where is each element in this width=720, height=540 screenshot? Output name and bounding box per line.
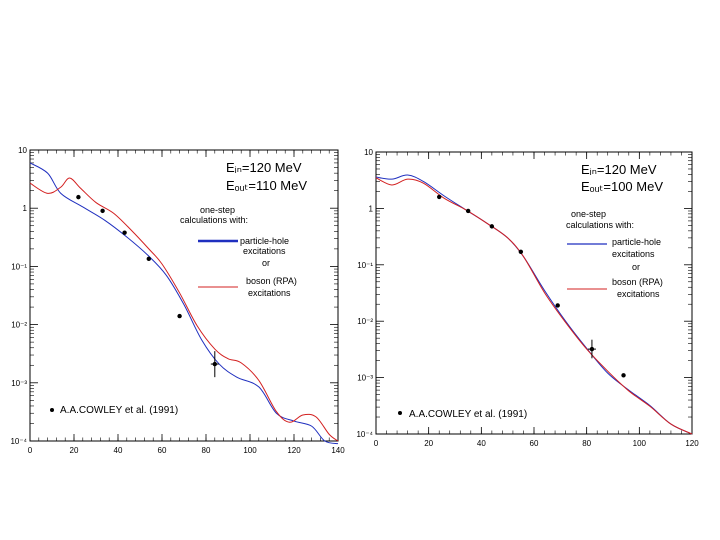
left-plot-frame	[29, 149, 339, 442]
right-legend-or: or	[632, 262, 640, 272]
left-data-label: A.A.COWLEY et al. (1991)	[60, 405, 178, 416]
left-legend-blue-line1: particle-hole	[240, 236, 289, 246]
left-x-tick-label: 0	[28, 446, 33, 455]
left-x-tick-label: 100	[243, 446, 257, 455]
left-points	[76, 194, 219, 378]
right-legend: one-step calculations with: particle-hol…	[566, 209, 663, 299]
left-legend-red-line1: boson (RPA)	[246, 276, 297, 286]
right-chart: 0 20 40 60 80 100 120 10 1 10⁻¹ 10⁻² 10⁻³ 10⁻⁴ Eᵢₙ=1…	[356, 148, 699, 448]
left-y-tick-label: 10⁻³	[11, 379, 27, 388]
left-x-tick-label: 40	[114, 446, 123, 455]
right-legend-heading2: calculations with:	[566, 220, 634, 230]
left-legend-heading2: calculations with:	[180, 215, 248, 225]
left-data-point	[177, 313, 182, 319]
right-legend-red-line1: boson (RPA)	[612, 277, 663, 287]
right-data-point	[518, 249, 524, 255]
right-ticks: 0 20 40 60 80 100 120 10 1 10⁻¹ 10⁻² 10⁻³ 10⁻⁴	[356, 148, 699, 448]
left-y-tick-label: 10⁻¹	[11, 262, 27, 271]
right-x-tick-label: 40	[477, 439, 486, 448]
right-legend-heading1: one-step	[571, 209, 606, 219]
left-legend-heading1: one-step	[200, 205, 235, 215]
right-data-point	[589, 346, 595, 352]
right-x-tick-label: 60	[530, 439, 539, 448]
right-data-label: A.A.COWLEY et al. (1991)	[409, 409, 527, 420]
left-data-point	[100, 208, 105, 214]
right-data-point	[555, 303, 560, 308]
right-energy-in: Eᵢₙ=120 MeV	[581, 162, 657, 177]
right-y-tick-label: 10⁻¹	[357, 261, 373, 270]
right-x-tick-label: 120	[685, 439, 699, 448]
left-legend-blue-line2: excitations	[243, 246, 286, 256]
left-x-tick-label: 20	[70, 446, 79, 455]
right-y-tick-label: 10⁻⁴	[356, 430, 373, 439]
left-y-tick-label: 10⁻²	[11, 321, 27, 330]
left-legend: one-step calculations with: particle-hol…	[180, 205, 297, 298]
right-data-point	[489, 224, 495, 229]
left-energy-in: Eᵢₙ=120 MeV	[226, 160, 302, 175]
right-x-tick-label: 100	[633, 439, 647, 448]
left-y-tick-label: 10	[18, 146, 27, 155]
left-ticks: 0 20 40 60 80 100 120 140 10 1 10⁻¹ 10⁻² 10⁻³ 10⁻⁴	[10, 146, 345, 455]
right-particle-hole-curve	[375, 174, 693, 435]
left-x-tick-label: 140	[331, 446, 345, 455]
left-legend-or: or	[262, 258, 270, 268]
left-legend-red-line2: excitations	[248, 288, 291, 298]
right-data-point	[621, 373, 626, 378]
left-y-tick-label: 10⁻⁴	[10, 437, 27, 446]
left-series	[29, 162, 339, 445]
left-chart: 0 20 40 60 80 100 120 140 10 1 10⁻¹ 10⁻² 10⁻³ 10⁻⁴ Eᵢ…	[10, 146, 345, 455]
right-data-legend-marker	[398, 411, 402, 415]
right-y-tick-label: 10⁻²	[357, 317, 373, 326]
right-y-tick-label: 10⁻³	[357, 374, 373, 383]
left-x-tick-label: 120	[287, 446, 301, 455]
left-x-tick-label: 80	[202, 446, 211, 455]
left-data-point	[212, 361, 217, 367]
right-y-tick-label: 1	[369, 204, 374, 213]
right-legend-blue-line2: excitations	[612, 249, 655, 259]
left-data-point	[76, 194, 81, 200]
right-energy-out: Eₒᵤₜ=100 MeV	[581, 179, 663, 194]
right-y-tick-label: 10	[364, 148, 373, 157]
right-boson-rpa-curve	[375, 177, 693, 435]
right-legend-blue-line1: particle-hole	[612, 237, 661, 247]
left-data-point	[122, 230, 127, 235]
right-x-tick-label: 80	[582, 439, 591, 448]
left-data-legend-marker	[50, 408, 54, 412]
left-data-point	[146, 256, 151, 262]
right-legend-red-line2: excitations	[617, 289, 660, 299]
right-x-tick-label: 0	[374, 439, 379, 448]
left-energy-out: Eₒᵤₜ=110 MeV	[226, 178, 307, 193]
right-data-point	[465, 208, 471, 214]
left-particle-hole-curve	[29, 162, 339, 445]
left-y-tick-label: 1	[23, 204, 28, 213]
right-x-tick-label: 20	[424, 439, 433, 448]
right-points	[437, 194, 626, 378]
right-data-point	[437, 194, 442, 200]
right-series	[375, 174, 693, 435]
left-x-tick-label: 60	[158, 446, 167, 455]
left-boson-rpa-curve	[29, 177, 339, 442]
